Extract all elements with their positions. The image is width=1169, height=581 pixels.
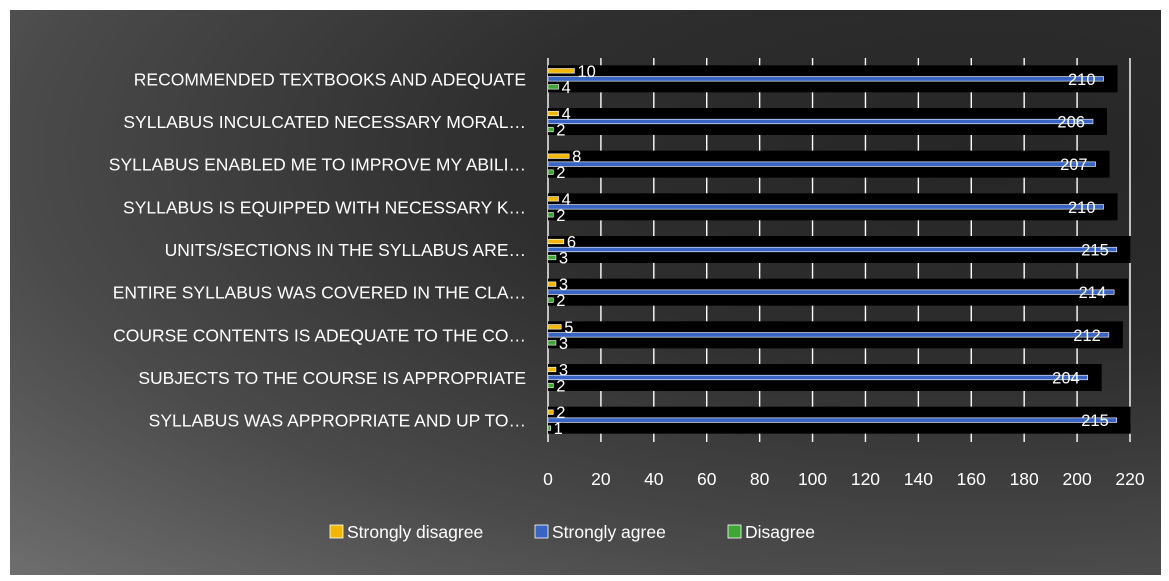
x-axis-ticks: 0 20 40 60 80 100 120 140 160 180 200 220 bbox=[543, 469, 1145, 489]
x-tick-60: 60 bbox=[697, 469, 717, 489]
category-label-6: COURSE CONTENTS IS ADEQUATE TO THE CO… bbox=[113, 325, 526, 345]
data-label-0-6: 5 bbox=[564, 319, 573, 337]
bar-2-5 bbox=[547, 297, 554, 303]
bar-2-3 bbox=[547, 212, 554, 218]
data-label-0-7: 3 bbox=[559, 362, 568, 380]
category-labels: RECOMMENDED TEXTBOOKS AND ADEQUATE SYLLAB… bbox=[109, 69, 526, 430]
bar-1-7 bbox=[547, 374, 1088, 381]
bar-1-5 bbox=[547, 289, 1115, 295]
x-tick-100: 100 bbox=[798, 469, 827, 489]
x-tick-140: 140 bbox=[904, 469, 933, 489]
data-label-0-5: 3 bbox=[559, 276, 568, 294]
x-tick-40: 40 bbox=[644, 469, 664, 489]
bar-2-6 bbox=[547, 340, 557, 346]
bar-2-0 bbox=[547, 84, 559, 90]
legend: Strongly disagree Strongly agree Disagree bbox=[329, 522, 815, 542]
x-tick-220: 220 bbox=[1115, 469, 1144, 489]
legend-swatch-1 bbox=[534, 524, 549, 539]
bar-1-2 bbox=[547, 161, 1096, 167]
data-label-2-5: 2 bbox=[556, 292, 565, 310]
bar-0-0 bbox=[547, 68, 575, 74]
category-label-5: ENTIRE SYLLABUS WAS COVERED IN THE CLA… bbox=[113, 283, 526, 303]
data-label-0-1: 4 bbox=[562, 106, 571, 124]
bar-1-4 bbox=[547, 246, 1118, 253]
data-label-2-2: 2 bbox=[556, 164, 565, 182]
bar-2-2 bbox=[547, 169, 554, 175]
bar-1-1 bbox=[547, 118, 1094, 125]
data-label-1-7: 204 bbox=[1052, 370, 1080, 388]
bar-2-7 bbox=[547, 382, 554, 389]
bar-0-3 bbox=[547, 196, 559, 202]
data-label-0-0: 10 bbox=[577, 63, 595, 81]
legend-label-0: Strongly disagree bbox=[347, 522, 483, 542]
data-label-2-8: 1 bbox=[554, 420, 563, 438]
data-label-1-3: 210 bbox=[1068, 199, 1096, 217]
data-label-2-3: 2 bbox=[556, 207, 565, 225]
bar-0-2 bbox=[547, 153, 570, 159]
bar-1-8 bbox=[547, 417, 1118, 423]
category-label-7: SUBJECTS TO THE COURSE IS APPROPRIATE bbox=[138, 368, 526, 388]
legend-label-1: Strongly agree bbox=[552, 522, 666, 542]
bar-1-0 bbox=[547, 76, 1104, 82]
data-label-0-2: 8 bbox=[572, 148, 581, 166]
data-label-2-1: 2 bbox=[556, 122, 565, 140]
x-tick-200: 200 bbox=[1062, 469, 1091, 489]
data-label-1-8: 215 bbox=[1081, 412, 1109, 430]
x-tick-80: 80 bbox=[750, 469, 770, 489]
data-label-1-4: 215 bbox=[1081, 242, 1109, 260]
bar-0-4 bbox=[547, 238, 565, 245]
data-label-1-6: 212 bbox=[1073, 327, 1101, 345]
bar-0-6 bbox=[547, 324, 562, 330]
category-label-3: SYLLABUS IS EQUIPPED WITH NECESSARY K… bbox=[123, 197, 526, 217]
category-label-0: RECOMMENDED TEXTBOOKS AND ADEQUATE bbox=[134, 69, 526, 89]
legend-label-2: Disagree bbox=[745, 522, 815, 542]
bar-2-1 bbox=[547, 126, 554, 133]
data-label-1-2: 207 bbox=[1060, 156, 1088, 174]
category-label-1: SYLLABUS INCULCATED NECESSARY MORAL… bbox=[123, 112, 526, 132]
data-label-2-7: 2 bbox=[556, 378, 565, 396]
data-label-0-3: 4 bbox=[562, 191, 571, 209]
category-label-4: UNITS/SECTIONS IN THE SYLLABUS ARE… bbox=[165, 240, 526, 260]
bar-1-3 bbox=[547, 204, 1104, 210]
data-label-2-0: 4 bbox=[562, 79, 571, 97]
bar-1-6 bbox=[547, 332, 1110, 338]
category-label-2: SYLLABUS ENABLED ME TO IMPROVE MY ABILI… bbox=[109, 155, 526, 175]
data-label-1-5: 214 bbox=[1079, 284, 1107, 302]
data-label-0-4: 6 bbox=[567, 234, 576, 252]
category-label-8: SYLLABUS WAS APPROPRIATE AND UP TO… bbox=[149, 411, 526, 431]
bar-2-8 bbox=[547, 425, 551, 431]
x-tick-180: 180 bbox=[1010, 469, 1039, 489]
data-label-0-8: 2 bbox=[556, 404, 565, 422]
x-tick-160: 160 bbox=[957, 469, 986, 489]
data-label-1-0: 210 bbox=[1068, 71, 1096, 89]
bar-0-7 bbox=[547, 366, 557, 373]
x-tick-20: 20 bbox=[591, 469, 611, 489]
data-label-2-4: 3 bbox=[559, 250, 568, 268]
legend-swatch-2 bbox=[727, 524, 742, 539]
data-label-1-1: 206 bbox=[1057, 114, 1085, 132]
bar-0-8 bbox=[547, 409, 554, 415]
bars bbox=[547, 65, 1131, 434]
x-tick-120: 120 bbox=[851, 469, 880, 489]
bar-2-4 bbox=[547, 254, 557, 261]
x-tick-0: 0 bbox=[543, 469, 553, 489]
bar-0-5 bbox=[547, 281, 557, 287]
bar-0-1 bbox=[547, 110, 559, 117]
data-label-2-6: 3 bbox=[559, 335, 568, 353]
legend-swatch-0 bbox=[329, 524, 344, 539]
